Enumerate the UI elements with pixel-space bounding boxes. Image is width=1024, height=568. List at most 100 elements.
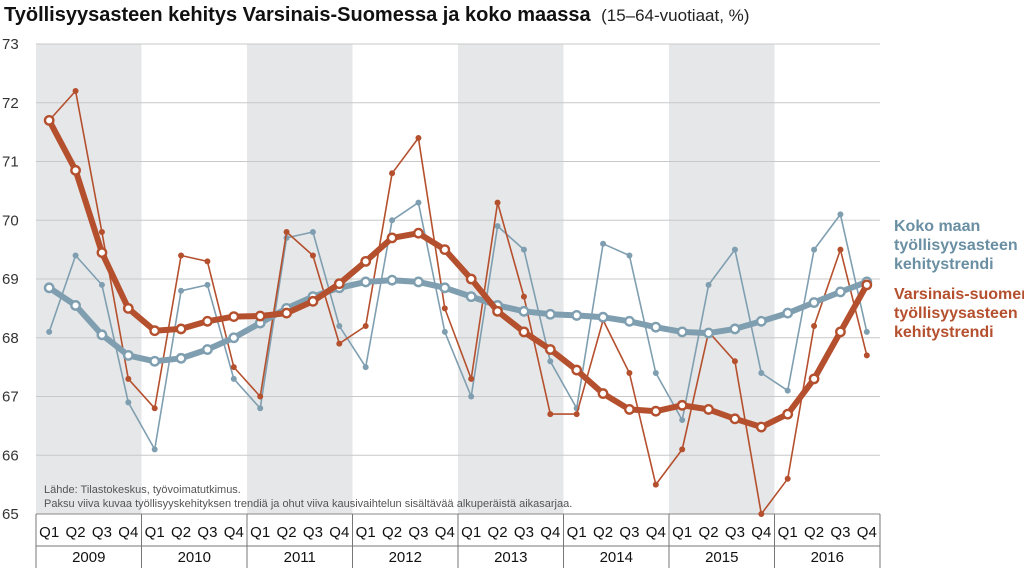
data-point xyxy=(837,246,844,253)
data-point xyxy=(362,364,369,371)
data-point xyxy=(307,295,319,307)
data-point xyxy=(703,327,714,339)
x-tick-label-quarter: Q4 xyxy=(435,524,455,541)
x-tick-label-quarter: Q3 xyxy=(514,524,534,541)
data-point xyxy=(676,399,688,411)
data-point xyxy=(835,286,846,298)
data-point xyxy=(650,321,662,333)
data-point xyxy=(70,164,81,176)
data-point xyxy=(389,217,396,224)
data-point xyxy=(204,281,211,288)
data-point xyxy=(652,369,659,376)
data-point xyxy=(784,387,791,394)
data-point xyxy=(336,340,343,347)
data-point xyxy=(597,388,609,399)
data-point xyxy=(230,375,237,382)
data-point xyxy=(492,305,503,317)
data-point xyxy=(758,510,765,517)
data-point xyxy=(125,375,132,382)
data-point xyxy=(494,199,501,206)
data-point xyxy=(808,373,820,385)
data-point xyxy=(520,246,527,253)
data-point xyxy=(204,258,211,265)
legend-national-line-3: kehitystrendi xyxy=(894,256,994,273)
data-point xyxy=(600,240,607,247)
x-tick-label-quarter: Q1 xyxy=(461,524,481,541)
x-tick-label-quarter: Q4 xyxy=(118,524,138,541)
x-tick-label-year: 2012 xyxy=(389,549,422,566)
data-point xyxy=(389,170,396,177)
data-point xyxy=(257,405,264,412)
x-tick-label-quarter: Q1 xyxy=(145,524,165,541)
x-tick-label-year: 2015 xyxy=(705,549,738,566)
y-tick-label: 72 xyxy=(2,95,19,112)
x-tick-label-year: 2010 xyxy=(178,549,211,566)
data-point xyxy=(254,310,266,322)
x-tick-label-quarter: Q1 xyxy=(672,524,692,541)
data-point xyxy=(626,252,633,259)
data-point xyxy=(465,273,477,285)
data-point xyxy=(676,326,688,338)
data-point xyxy=(679,416,686,423)
data-point xyxy=(755,315,767,327)
y-tick-label: 73 xyxy=(2,36,19,53)
data-point xyxy=(96,329,108,341)
data-point xyxy=(336,322,343,329)
legend-regional: Varsinais-suomen työllisyysasteen kehity… xyxy=(894,286,1024,341)
x-tick-label-quarter: Q1 xyxy=(567,524,587,541)
data-point xyxy=(571,310,583,321)
y-tick-label: 70 xyxy=(2,212,19,229)
data-point xyxy=(652,481,659,488)
data-point xyxy=(333,278,345,290)
y-axis: 65 66 67 68 69 70 71 72 73 xyxy=(2,36,19,523)
series-line xyxy=(48,201,868,451)
data-point xyxy=(439,244,451,256)
data-point xyxy=(729,413,741,425)
x-tick-label-quarter: Q4 xyxy=(540,524,560,541)
data-point xyxy=(782,307,794,319)
data-point xyxy=(415,134,422,141)
data-point xyxy=(544,308,556,320)
data-point xyxy=(309,252,316,259)
data-point xyxy=(178,252,185,259)
data-point xyxy=(705,281,712,288)
x-tick-label-quarter: Q2 xyxy=(277,524,297,541)
data-point xyxy=(70,300,81,311)
x-tick-label-year: 2009 xyxy=(72,549,105,566)
data-point xyxy=(808,297,820,308)
data-point xyxy=(679,446,686,453)
data-point xyxy=(731,246,738,253)
y-tick-label: 65 xyxy=(2,506,19,523)
data-point xyxy=(703,404,714,415)
data-point xyxy=(202,344,213,355)
x-tick-label-quarter: Q4 xyxy=(329,524,349,541)
x-tick-label-quarter: Q3 xyxy=(197,524,217,541)
data-point xyxy=(547,358,554,365)
data-point xyxy=(386,274,398,286)
series-national-thin xyxy=(46,199,870,453)
data-point xyxy=(439,282,451,294)
data-point xyxy=(755,421,767,433)
data-point xyxy=(811,246,818,253)
x-tick-label-quarter: Q1 xyxy=(778,524,798,541)
legend-regional-line-1: Varsinais-suomen xyxy=(894,286,1024,303)
y-tick-label: 71 xyxy=(2,154,19,171)
data-point xyxy=(98,281,105,288)
data-point xyxy=(758,369,765,376)
data-point xyxy=(811,322,818,329)
x-axis: Q1 Q2 Q3 Q4 Q1 Q2 Q3 Q4 Q1 Q2 Q3 Q4 Q1 Q2 Q3 Q4 Q1 Q2 Q3 Q4… xyxy=(35,513,881,568)
x-tick-label-quarter: Q1 xyxy=(250,524,270,541)
data-point xyxy=(257,393,264,400)
x-tick-label-year: 2016 xyxy=(811,549,844,566)
x-tick-label-quarter: Q3 xyxy=(92,524,112,541)
legend-national-line-2: työllisyysasteen xyxy=(894,237,1018,254)
data-point xyxy=(72,252,79,259)
data-point xyxy=(441,328,448,335)
data-point xyxy=(468,393,475,400)
data-point xyxy=(494,223,501,230)
series-layer xyxy=(43,88,873,517)
legend-national-line-1: Koko maan xyxy=(894,218,980,235)
data-point xyxy=(837,211,844,218)
data-point xyxy=(386,232,398,244)
